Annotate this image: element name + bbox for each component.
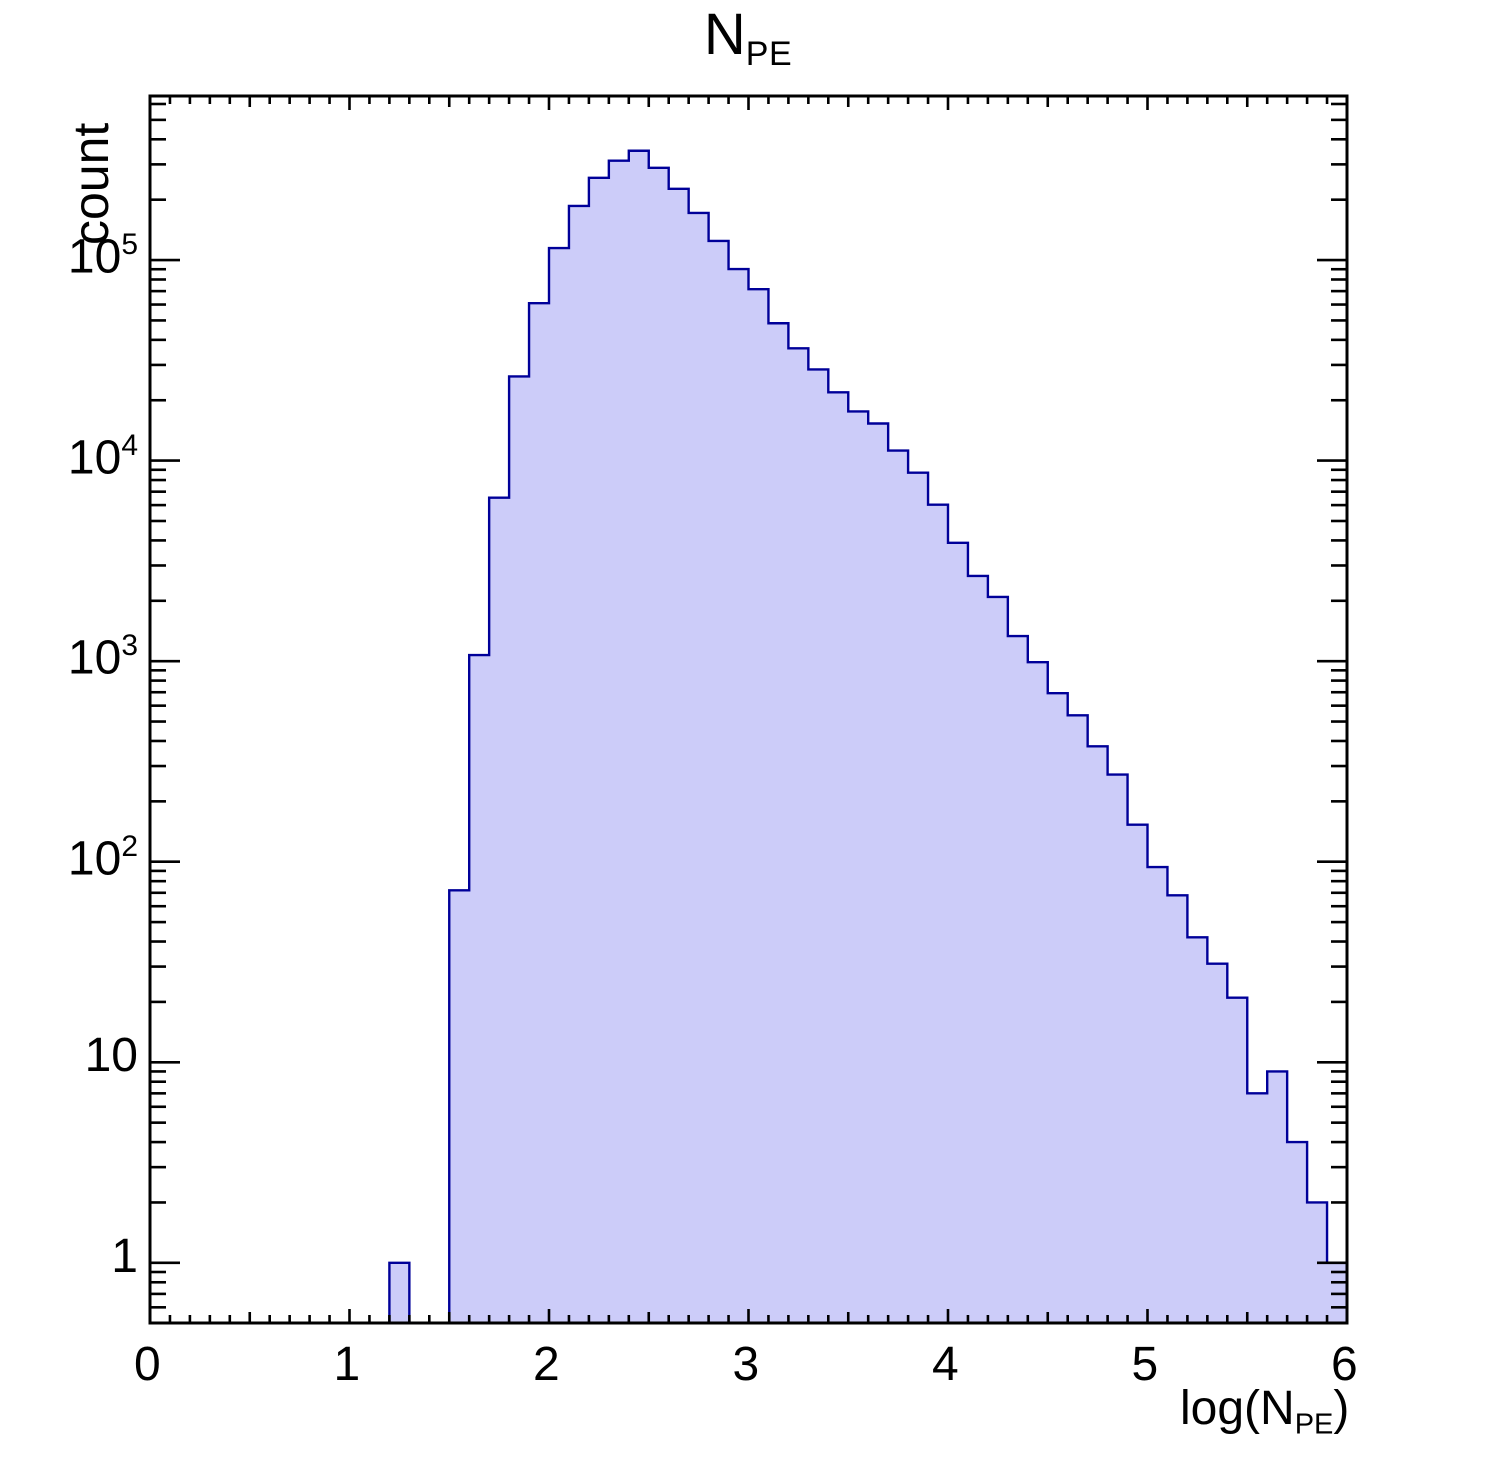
y-tick-exponent: 2 bbox=[121, 829, 138, 863]
y-tick-mantissa: 10 bbox=[84, 1029, 138, 1083]
y-tick-exponent: 3 bbox=[121, 629, 138, 663]
y-tick-label: 1 bbox=[28, 1229, 138, 1283]
y-tick-mantissa: 10 bbox=[67, 832, 122, 886]
y-tick-label: 103 bbox=[28, 631, 138, 683]
y-tick-exponent: 4 bbox=[121, 428, 138, 462]
y-tick-label: 102 bbox=[28, 829, 138, 886]
y-tick-exponent: 5 bbox=[121, 228, 138, 262]
x-tick-label: 5 bbox=[1131, 1338, 1159, 1391]
y-tick-mantissa: 10 bbox=[67, 431, 122, 485]
x-tick-label: 4 bbox=[932, 1338, 959, 1391]
x-axis-title: log(NPE) bbox=[1180, 1385, 1349, 1439]
x-axis-title-main: log(N bbox=[1180, 1382, 1295, 1435]
histogram-bars bbox=[388, 1261, 411, 1325]
title-subscript-text: PE bbox=[745, 34, 793, 73]
y-tick-mantissa: 1 bbox=[111, 1229, 138, 1283]
y-tick-mantissa: 10 bbox=[67, 230, 122, 284]
y-tick-label: 104 bbox=[28, 428, 138, 485]
x-tick-label: 3 bbox=[732, 1338, 760, 1391]
x-tick-label: 6 bbox=[1331, 1338, 1358, 1391]
x-axis-title-subscript: PE bbox=[1294, 1408, 1334, 1441]
y-tick-label: 105 bbox=[28, 230, 138, 282]
title-main-text: N bbox=[703, 2, 746, 67]
x-axis-title-paren: ) bbox=[1333, 1382, 1350, 1435]
x-tick-label: 2 bbox=[533, 1338, 560, 1391]
x-tick-label: 0 bbox=[134, 1338, 161, 1391]
x-tick-label: 1 bbox=[333, 1338, 361, 1391]
page-title: NPE bbox=[0, 6, 1496, 71]
y-tick-mantissa: 10 bbox=[67, 631, 122, 685]
histogram-bars bbox=[448, 149, 1349, 1325]
y-tick-label: 10 bbox=[28, 1032, 138, 1080]
